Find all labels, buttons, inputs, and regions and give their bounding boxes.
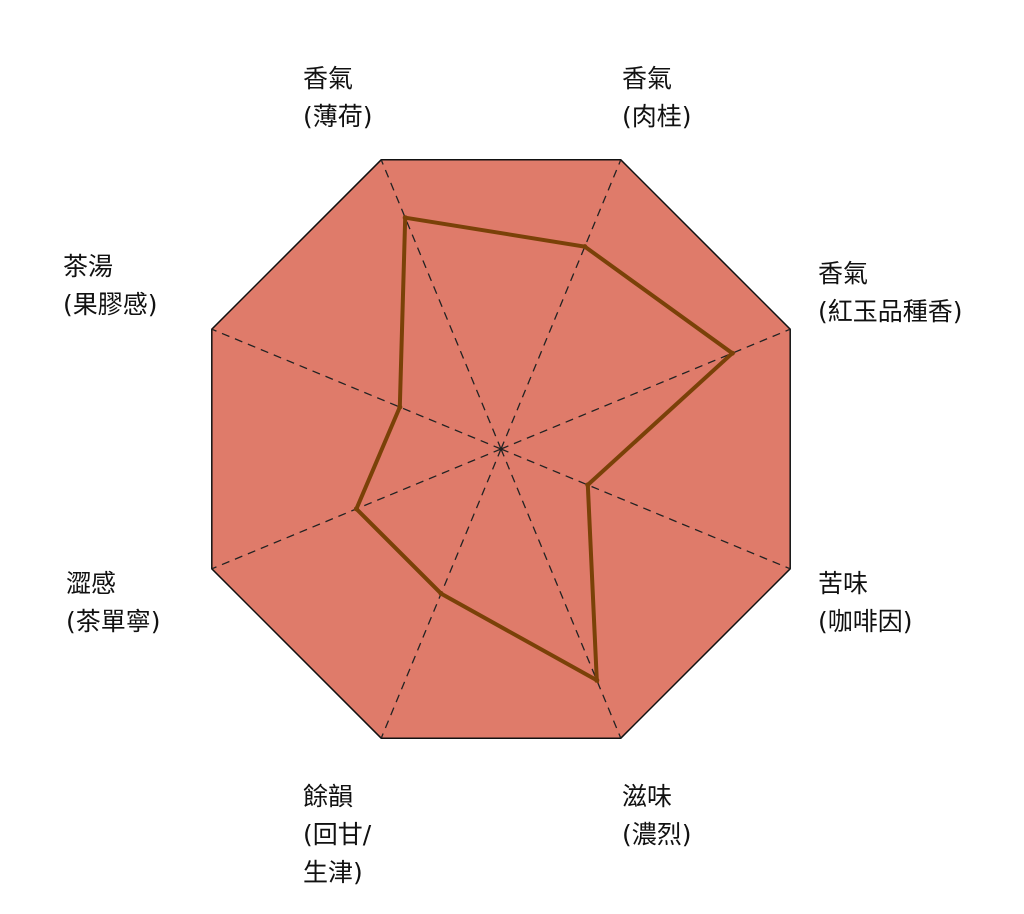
axis-label-line: 餘韻	[303, 782, 354, 811]
axis-label-line: 茶湯	[63, 252, 114, 281]
axis-label-line: 香氣	[622, 64, 673, 93]
axis-label-line: 苦味	[818, 569, 869, 598]
axis-label-line: (咖啡因)	[818, 607, 913, 636]
axis-label-line: 生津)	[303, 858, 363, 887]
radar-spoke-1	[500, 328, 791, 450]
axis-label-line: (茶單寧)	[66, 607, 161, 636]
radar-points	[353, 215, 735, 683]
axis-label-astringency: 澀感 (茶單寧)	[66, 565, 161, 641]
axis-label-taste-intensity: 滋味 (濃烈)	[622, 778, 692, 854]
axis-label-line: (果膠感)	[63, 290, 158, 319]
radar-point-6	[397, 404, 403, 410]
axis-label-ruby-variety-aroma: 香氣 (紅玉品種香)	[818, 255, 963, 331]
radar-spoke-2	[500, 448, 791, 570]
axis-label-line: (肉桂)	[622, 102, 692, 131]
radar-point-4	[438, 591, 444, 597]
radar-point-2	[585, 482, 591, 488]
radar-spoke-6	[211, 328, 502, 450]
axis-label-line: 香氣	[303, 64, 354, 93]
radar-spoke-7	[380, 159, 502, 450]
axis-label-line: 滋味	[622, 782, 673, 811]
axis-label-line: 香氣	[818, 259, 869, 288]
axis-label-line: 澀感	[66, 569, 117, 598]
radar-point-0	[582, 244, 588, 250]
radar-spoke-0	[500, 159, 622, 450]
radar-point-3	[594, 677, 600, 683]
axis-label-line: (濃烈)	[622, 820, 692, 849]
axis-label-bitterness: 苦味 (咖啡因)	[818, 565, 913, 641]
axis-label-aftertaste: 餘韻 (回甘/ 生津)	[303, 778, 371, 892]
radar-point-1	[729, 350, 735, 356]
radar-spoke-3	[500, 448, 622, 739]
radar-point-7	[402, 215, 408, 221]
axis-label-mint-aroma: 香氣 (薄荷)	[303, 60, 373, 136]
axis-label-line: (回甘/	[303, 820, 372, 849]
axis-label-cinnamon-aroma: 香氣 (肉桂)	[622, 60, 692, 136]
radar-point-5	[353, 506, 359, 512]
axis-label-liquor-body: 茶湯 (果膠感)	[63, 248, 158, 324]
axis-label-line: (薄荷)	[303, 102, 373, 131]
axis-label-line: (紅玉品種香)	[818, 297, 963, 326]
